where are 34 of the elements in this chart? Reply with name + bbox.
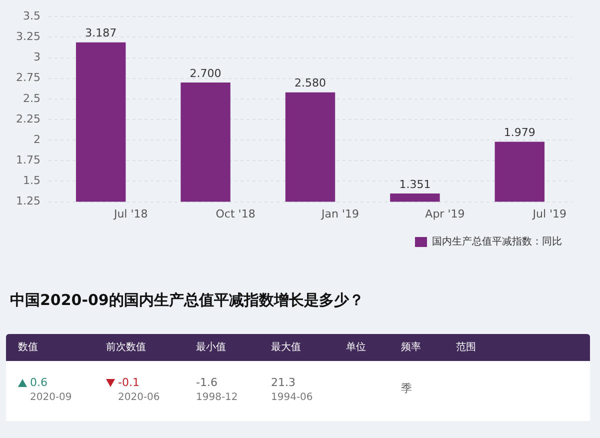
data-label: 2.580 <box>294 76 326 90</box>
y-tick-label: 3 <box>33 50 40 64</box>
y-tick-label: 2.5 <box>22 92 40 105</box>
data-label: 1.351 <box>399 178 431 191</box>
x-tick-label: Jul '19 <box>532 207 567 220</box>
text: 前次数值 <box>106 341 146 354</box>
data-label: 3.187 <box>85 26 117 40</box>
text: 数值 <box>18 341 38 354</box>
data-label: 2.700 <box>190 66 222 80</box>
x-tick-label: Apr '19 <box>425 207 465 220</box>
text: 单位 <box>346 340 366 354</box>
legend-label: 国内生产总值平减指数：同比 <box>432 236 562 248</box>
y-tick-label: 3.5 <box>22 9 40 22</box>
y-tick-label: 1.5 <box>22 174 40 188</box>
text: 范围 <box>456 340 476 354</box>
x-tick-label: Jan '19 <box>320 207 359 220</box>
text: 最小值 <box>196 340 226 354</box>
text: -0.1 2020-06 <box>118 375 160 405</box>
y-tick-label: 2.75 <box>16 71 40 84</box>
y-tick-label: 1.75 <box>16 154 40 167</box>
x-tick-label: Jul '18 <box>112 207 148 220</box>
text: 频率 <box>401 340 421 354</box>
text: 最大值 <box>271 340 301 354</box>
text: 21.3 1994-06 <box>271 375 313 405</box>
text: 0.6 2020-09 <box>30 375 72 405</box>
x-tick-label: Oct '18 <box>216 207 256 220</box>
y-tick-label: 3.25 <box>16 30 40 44</box>
y-tick-label: 1.25 <box>16 194 40 208</box>
text: 季 <box>401 381 412 396</box>
text: -1.6 1998-12 <box>196 375 238 405</box>
y-tick-label: 2 <box>33 132 40 146</box>
data-label: 1.979 <box>504 126 536 140</box>
y-tick-label: 2.25 <box>16 112 40 126</box>
text: 中国2020-09的国内生产总值平减指数增长是多少？ <box>10 291 365 310</box>
